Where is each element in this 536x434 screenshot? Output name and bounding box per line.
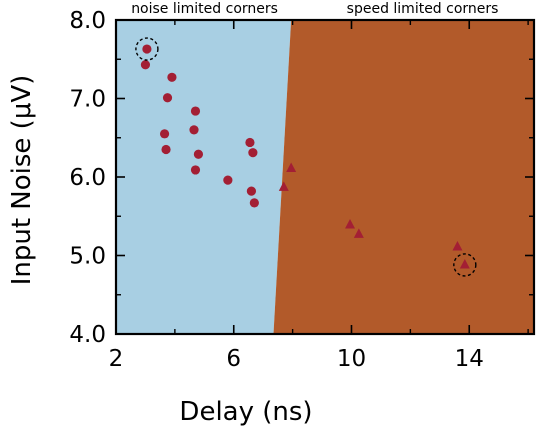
circle-point-10: [223, 175, 233, 185]
y-tick-label: 8.0: [69, 8, 106, 34]
axis-ticks: [115, 19, 534, 335]
y-axis-label: Input Noise (μV): [7, 75, 37, 286]
plot-regions: [116, 20, 534, 334]
region-speed: [273, 20, 534, 334]
x-tick-label: 2: [109, 346, 124, 372]
axis-tick-labels: 2 6 10 14 4.0 5.0 6.0 7.0 8.0: [69, 8, 483, 372]
circle-point-13: [246, 186, 257, 196]
circle-point-0: [142, 44, 152, 54]
triangle-point-3: [353, 228, 364, 238]
region-label-speed: speed limited corners: [347, 1, 499, 17]
circle-point-6: [159, 129, 170, 139]
y-tick-label: 6.0: [69, 165, 106, 191]
highlight-ring-1: [453, 253, 477, 277]
circle-point-9: [190, 165, 201, 175]
circle-point-12: [248, 148, 258, 158]
circle-point-2: [167, 72, 177, 82]
triangle-point-4: [452, 240, 463, 251]
circle-point-5: [189, 125, 199, 135]
x-tick-label: 10: [337, 346, 366, 372]
x-tick-label: 6: [226, 346, 241, 372]
circle-point-4: [190, 106, 201, 116]
circle-point-7: [161, 144, 171, 155]
y-tick-label: 4.0: [69, 322, 106, 348]
circle-point-1: [140, 60, 151, 70]
circle-point-3: [162, 93, 173, 103]
region-label-noise: noise limited corners: [131, 1, 278, 17]
circle-point-14: [249, 198, 259, 208]
triangle-point-2: [345, 218, 356, 229]
triangle-point-5: [459, 259, 470, 269]
circle-point-8: [193, 149, 204, 159]
x-tick-label: 14: [455, 346, 484, 372]
circle-point-11: [245, 137, 255, 148]
triangle-point-0: [286, 162, 297, 172]
highlight-ring-0: [135, 37, 159, 61]
data-markers: [135, 37, 477, 277]
y-tick-label: 7.0: [69, 87, 106, 113]
region-noise: [116, 20, 292, 334]
triangle-point-1: [278, 181, 289, 191]
y-tick-label: 5.0: [69, 244, 106, 270]
x-axis-label: Delay (ns): [179, 397, 312, 427]
